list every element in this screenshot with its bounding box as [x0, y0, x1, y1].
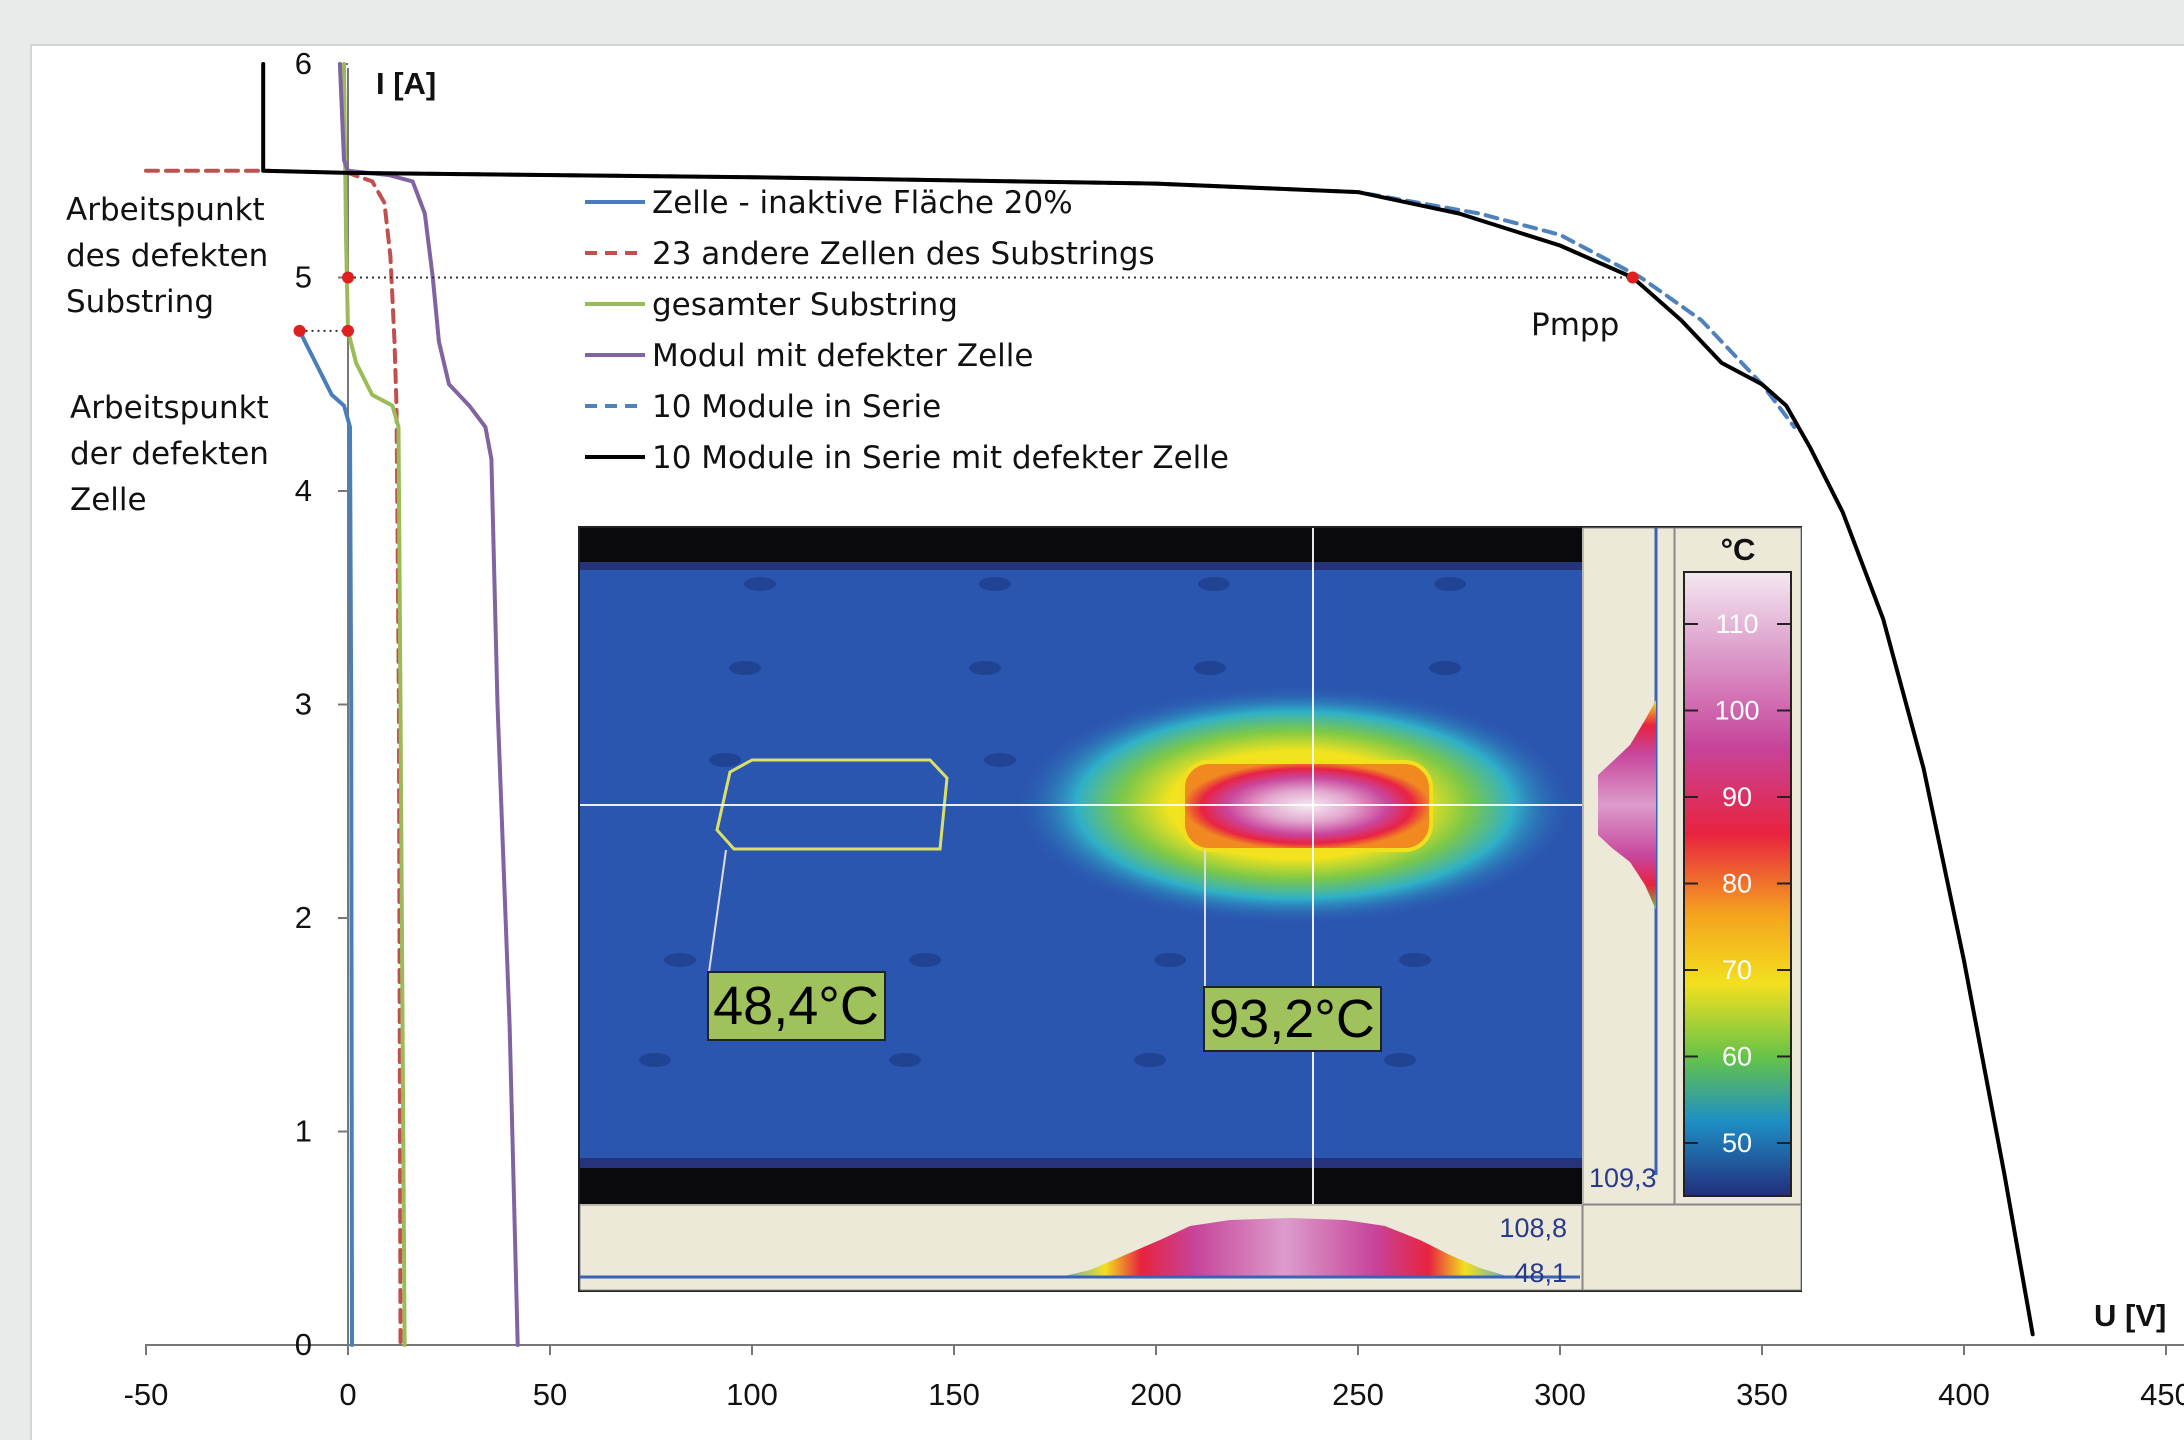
- color-scale-label: 80: [1722, 869, 1752, 899]
- cell-contact-dot: [984, 753, 1016, 767]
- operating-point-marker: [1626, 271, 1639, 284]
- x-tick-label: 450: [2140, 1377, 2184, 1412]
- cell-contact-dot: [969, 661, 1001, 675]
- vertical-profile-strip: [1582, 527, 1675, 1205]
- legend-label: Zelle - inaktive Fläche 20%: [652, 185, 1073, 221]
- y-tick-label: 5: [295, 260, 312, 295]
- cell-contact-dot: [1434, 577, 1466, 591]
- series-line: [342, 62, 407, 1347]
- substring-note-line-2: des defekten: [66, 238, 268, 274]
- horizontal-profile-max-readout: 108,8: [1499, 1213, 1567, 1243]
- module-frame-bottom-edge: [580, 1158, 1582, 1168]
- y-tick-label: 0: [295, 1327, 312, 1362]
- cell-contact-dot: [1134, 1053, 1166, 1067]
- cell-contact-dot: [909, 953, 941, 967]
- guide-lines: [299, 276, 1633, 332]
- y-ticks: 0 1 2 3 4 5 6: [295, 46, 348, 1362]
- thermal-image-inset: 48,4°C 93,2°C 109,3 °C 1101009080706050 …: [578, 526, 1802, 1292]
- substring-note-line-1: Arbeitspunkt: [66, 192, 265, 228]
- color-scale-label: 90: [1722, 782, 1752, 812]
- x-tick-label: -50: [124, 1377, 169, 1412]
- x-axis-title: U [V]: [2094, 1298, 2166, 1333]
- legend-label: Modul mit defekter Zelle: [652, 338, 1033, 374]
- cell-contact-dot: [1198, 577, 1230, 591]
- series-line: [144, 168, 403, 1347]
- color-scale-label: 110: [1715, 609, 1758, 639]
- reference-temp-box: [707, 971, 886, 1041]
- series-line: [297, 328, 354, 1347]
- pmpp-label: Pmpp: [1531, 307, 1619, 343]
- series-line: [261, 62, 2035, 1337]
- cell-contact-dot: [1194, 661, 1226, 675]
- x-tick-label: 0: [339, 1377, 356, 1412]
- module-frame-bottom: [580, 1168, 1582, 1204]
- cell-contact-dot: [1154, 953, 1186, 967]
- cell-contact-dot: [1399, 953, 1431, 967]
- horizontal-profile-curve: [1060, 1218, 1510, 1277]
- zelle-note-line-3: Zelle: [70, 482, 147, 518]
- operating-point-marker: [293, 324, 306, 337]
- inset-corner-panel: [1582, 1204, 1802, 1291]
- y-axis-title: I [A]: [376, 66, 436, 101]
- zelle-note-line-2: der defekten: [70, 436, 269, 472]
- x-tick-label: 150: [928, 1377, 980, 1412]
- reference-temp-label: 48,4°C: [713, 976, 879, 1036]
- color-scale-ticks: 110 100 90 80 70 60 50: [1684, 609, 1791, 1158]
- cell-contact-dot: [979, 577, 1011, 591]
- x-tick-label: 400: [1938, 1377, 1990, 1412]
- color-scale-label: 100: [1714, 696, 1759, 726]
- y-tick-label: 4: [295, 473, 312, 508]
- reference-roi: [715, 758, 949, 851]
- cell-contact-dot: [889, 1053, 921, 1067]
- legend: Zelle - inaktive Fläche 20% 23 andere Zel…: [585, 185, 1229, 476]
- legend-label: gesamter Substring: [652, 287, 958, 323]
- reference-leader: [708, 849, 727, 973]
- y-tick-label: 2: [295, 900, 312, 935]
- color-scale-label: 50: [1722, 1128, 1752, 1158]
- y-tick-label: 1: [295, 1114, 312, 1149]
- cell-contact-dot: [709, 753, 741, 767]
- x-tick-label: 300: [1534, 1377, 1586, 1412]
- horizontal-profile-min-readout: 48,1: [1514, 1258, 1567, 1288]
- module-frame-top-edge: [580, 562, 1582, 570]
- axes: -50 0 50 100 150 200 250 300 350 400 450 0 1 2 3 4 5 6 I…: [124, 46, 2184, 1412]
- module-frame-top: [580, 528, 1582, 562]
- cell-contact-dots: [639, 577, 1466, 1067]
- cell-contact-dot: [729, 661, 761, 675]
- hotspot-temp-box: [1203, 986, 1382, 1052]
- cell-contact-dot: [1429, 661, 1461, 675]
- cell-contact-dot: [639, 1053, 671, 1067]
- substring-note: Arbeitspunkt des defekten Substring: [66, 192, 268, 320]
- series-layer: [144, 62, 2035, 1347]
- legend-label: 10 Module in Serie mit defekter Zelle: [652, 440, 1229, 476]
- vertical-profile-readout: 109,3: [1589, 1163, 1657, 1193]
- substring-note-line-3: Substring: [66, 284, 214, 320]
- x-tick-label: 100: [726, 1377, 778, 1412]
- zelle-note-line-1: Arbeitspunkt: [70, 390, 269, 426]
- cell-contact-dot: [1384, 1053, 1416, 1067]
- series-line: [337, 62, 520, 1347]
- vertical-profile-curve: [1598, 700, 1656, 910]
- x-tick-label: 250: [1332, 1377, 1384, 1412]
- y-tick-label: 3: [295, 687, 312, 722]
- x-tick-label: 200: [1130, 1377, 1182, 1412]
- color-scale-label: 60: [1722, 1042, 1752, 1072]
- x-ticks: -50 0 50 100 150 200 250 300 350 400 450: [124, 1345, 2184, 1412]
- x-tick-label: 50: [533, 1377, 567, 1412]
- cell-contact-dot: [664, 953, 696, 967]
- operating-point-marker: [342, 324, 354, 337]
- operating-point-markers: [293, 271, 1639, 337]
- x-tick-label: 350: [1736, 1377, 1788, 1412]
- hotspot-temp-label: 93,2°C: [1209, 989, 1375, 1049]
- color-scale-unit: °C: [1721, 532, 1756, 567]
- legend-label: 10 Module in Serie: [652, 389, 941, 425]
- legend-label: 23 andere Zellen des Substrings: [652, 236, 1155, 272]
- zelle-note: Arbeitspunkt der defekten Zelle: [70, 390, 269, 518]
- operating-point-marker: [342, 271, 354, 284]
- color-scale-label: 70: [1722, 955, 1752, 985]
- y-tick-label: 6: [295, 46, 312, 81]
- cell-contact-dot: [744, 577, 776, 591]
